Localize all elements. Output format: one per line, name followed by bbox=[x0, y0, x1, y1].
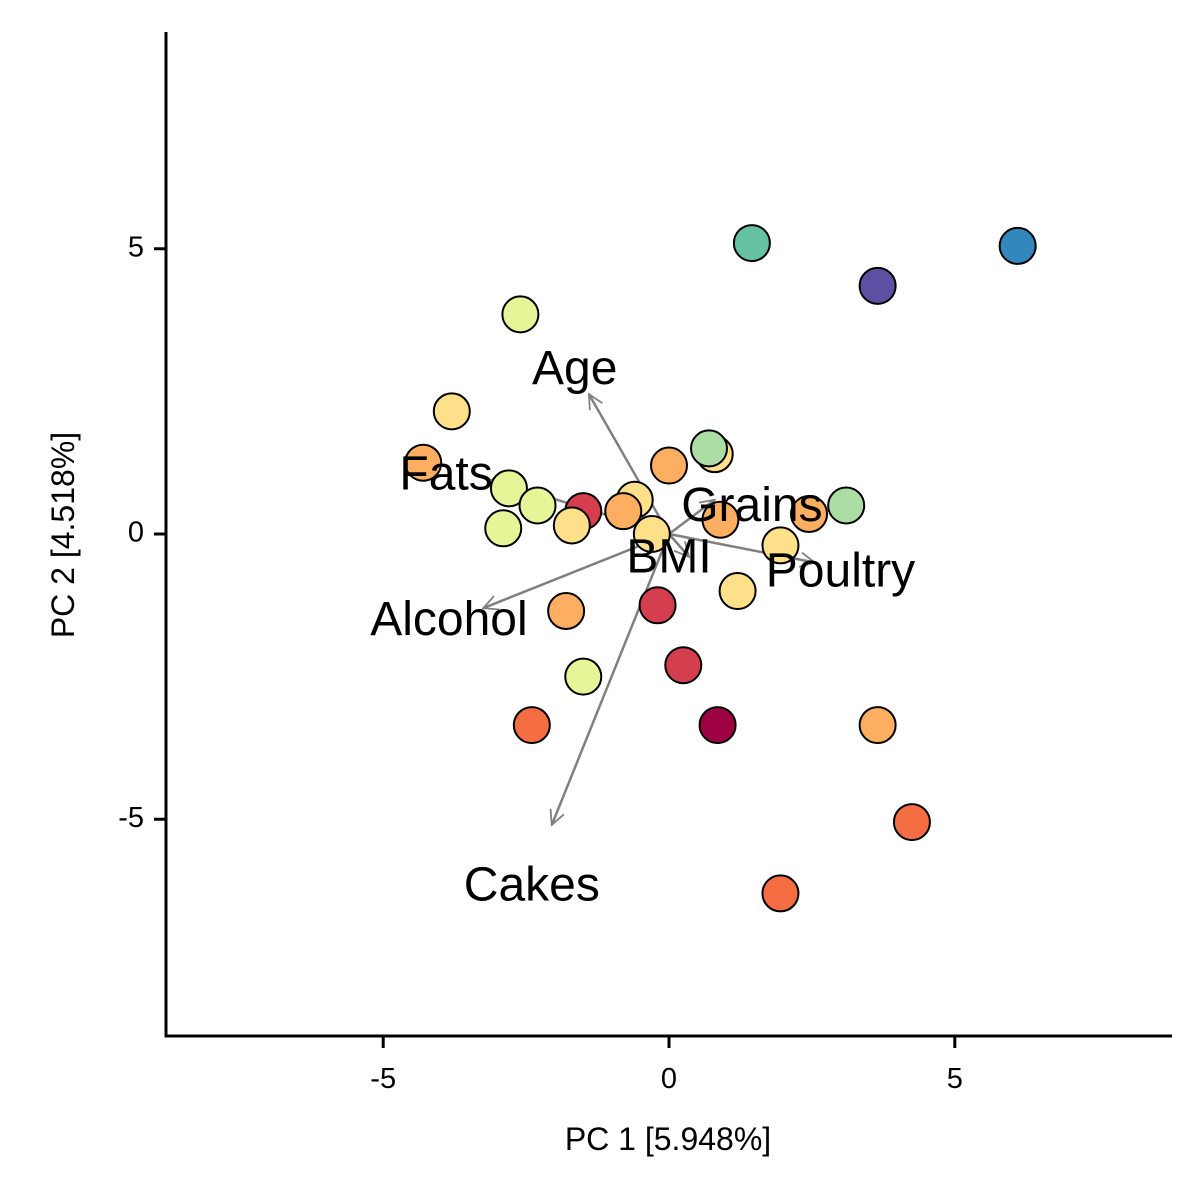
loading-arrow-cakes bbox=[552, 533, 671, 825]
axis-ticks: -5 0 5 5 0 -5 bbox=[118, 231, 963, 1095]
data-point bbox=[489, 469, 528, 508]
data-point bbox=[761, 874, 800, 913]
data-point bbox=[632, 515, 671, 553]
data-point bbox=[698, 706, 737, 745]
loading-label-bmi: BMI bbox=[626, 530, 711, 583]
data-point bbox=[858, 266, 897, 305]
data-point bbox=[761, 526, 800, 565]
data-point bbox=[827, 486, 866, 525]
x-tick-label: -5 bbox=[370, 1063, 396, 1095]
loading-label-fats: Fats bbox=[399, 448, 492, 501]
data-point bbox=[701, 500, 740, 539]
loading-arrow-age bbox=[587, 394, 671, 535]
y-axis-label: PC 2 [4.518%] bbox=[45, 432, 81, 638]
data-point bbox=[604, 492, 643, 531]
loading-arrow-grains bbox=[668, 500, 715, 536]
loading-label-grains: Grains bbox=[681, 479, 822, 532]
data-point bbox=[664, 646, 703, 685]
loading-label-alcohol: Alcohol bbox=[370, 593, 527, 646]
data-point bbox=[564, 657, 603, 696]
x-tick-label: 5 bbox=[947, 1063, 963, 1095]
data-point bbox=[650, 446, 688, 485]
scatter-points bbox=[404, 224, 1037, 913]
x-axis-label: PC 1 [5.948%] bbox=[565, 1121, 771, 1157]
data-point bbox=[690, 429, 729, 468]
data-point bbox=[552, 506, 591, 545]
data-point bbox=[404, 443, 443, 482]
data-point bbox=[432, 392, 471, 431]
x-tick-label: 0 bbox=[661, 1063, 677, 1095]
data-point bbox=[790, 495, 829, 534]
y-tick-label: 5 bbox=[128, 231, 144, 263]
data-point bbox=[512, 706, 551, 745]
data-point bbox=[858, 706, 897, 745]
loading-label-poultry: Poultry bbox=[766, 545, 915, 598]
loading-label-cakes: Cakes bbox=[464, 858, 600, 911]
data-point bbox=[547, 592, 586, 631]
data-point bbox=[638, 586, 677, 625]
loading-arrow-bmi bbox=[668, 533, 689, 557]
axes: -5 0 5 5 0 -5 PC 1 [5.948%] PC 2 [4.518%] bbox=[45, 32, 1172, 1157]
data-point bbox=[518, 486, 557, 525]
y-tick-label: 0 bbox=[128, 517, 144, 549]
data-point bbox=[501, 295, 540, 334]
data-point bbox=[484, 509, 523, 548]
data-point bbox=[892, 803, 931, 842]
loading-label-age: Age bbox=[532, 342, 617, 395]
y-tick-label: -5 bbox=[118, 802, 144, 834]
data-point bbox=[998, 226, 1037, 265]
data-point bbox=[732, 224, 771, 263]
data-point bbox=[718, 572, 757, 611]
